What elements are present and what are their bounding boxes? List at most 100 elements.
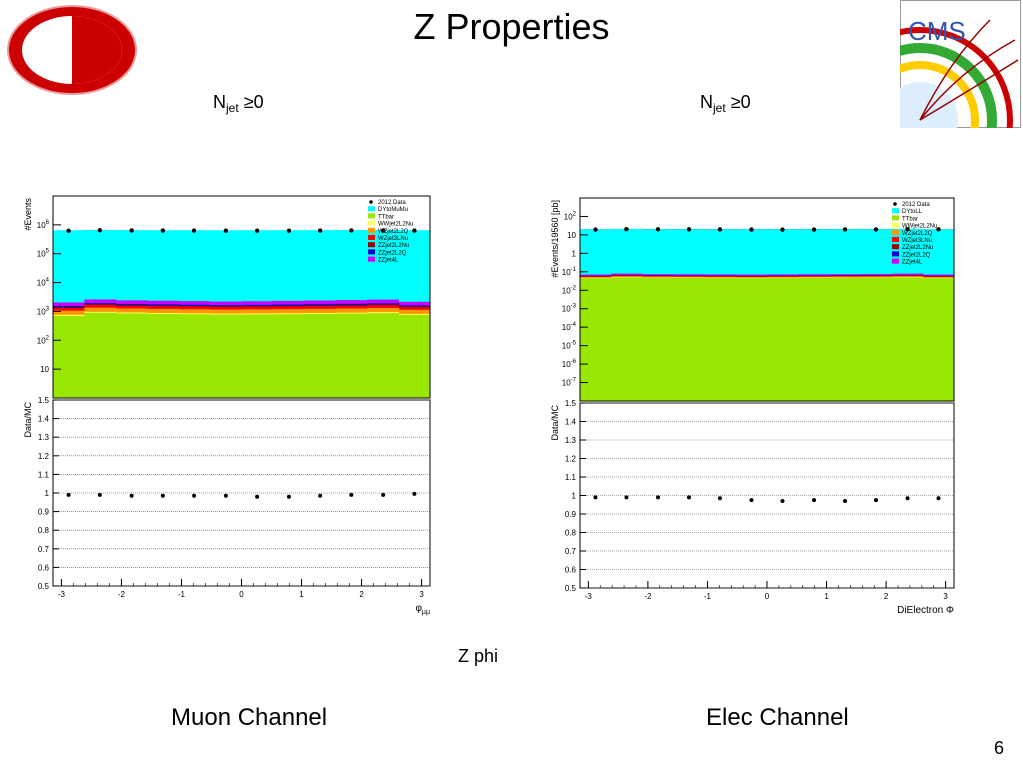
cms-logo-text: CMS [908, 16, 966, 46]
y-tick-label: 106 [37, 220, 50, 230]
cms-logo: CMS [827, 0, 1021, 213]
data-point [593, 227, 598, 232]
bar-ttbar [241, 314, 274, 398]
x-tick-label: -2 [644, 592, 652, 601]
legend-swatch [892, 258, 899, 264]
main-panel-border [579, 197, 955, 402]
ratio-y-tick-label: 1.1 [565, 473, 577, 482]
ratio-point [412, 491, 417, 496]
bar-ttbar [53, 315, 85, 398]
electron-caption: Elec Channel [706, 704, 849, 731]
left-njet-label: Njet ≥0 [213, 92, 264, 115]
legend-entry: DYtoMuMu [378, 207, 408, 213]
legend-swatch [892, 208, 899, 214]
x-tick-label: -2 [118, 590, 126, 599]
bar-ttbar [84, 312, 117, 398]
ratio-point [749, 498, 754, 503]
legend-entry: WWjet2L2Nu [378, 222, 413, 228]
ratio-point [255, 494, 260, 499]
data-point [717, 227, 723, 232]
ratio-point [192, 493, 197, 498]
data-point [66, 228, 71, 234]
bar-ttbar [767, 278, 799, 401]
ratio-y-tick-label: 0.6 [565, 566, 577, 575]
x-tick-label: -3 [58, 590, 66, 599]
ratio-point [318, 493, 323, 498]
data-point [349, 228, 354, 233]
legend-entry: ZZjet2L2Nu [902, 245, 933, 251]
bar-ttbar [304, 313, 337, 398]
legend-swatch [368, 256, 375, 262]
data-point [686, 227, 692, 232]
data-point [191, 228, 197, 233]
x-axis-label: DiElectron Φ [897, 605, 954, 616]
data-point [317, 228, 323, 233]
ratio-point [160, 493, 165, 498]
data-point [873, 227, 879, 232]
legend-swatch [892, 251, 899, 257]
ratio-point [873, 498, 878, 503]
slide-subtitle: Z phi [458, 646, 499, 666]
y-axis-label: #Events [23, 198, 33, 231]
bar-ttbar [922, 278, 955, 401]
legend-entry: ZZjet2L2Q [378, 250, 407, 256]
y-axis-label: #Events/19560 [pb] [550, 200, 560, 278]
bar-ttbar [115, 313, 148, 398]
bar-ttbar [210, 314, 242, 398]
legend-swatch [892, 237, 899, 242]
ratio-y-tick-label: 1.2 [38, 452, 50, 461]
data-point [749, 227, 754, 232]
ratio-y-tick-label: 1.2 [565, 455, 577, 464]
bar-ttbar [335, 313, 368, 398]
legend-entry: 2012 Data [378, 200, 406, 206]
legend-entry: 2012 Data [902, 202, 930, 208]
legend-entry: ZZjet2L2Q [902, 252, 931, 258]
data-point [160, 228, 166, 233]
y-tick-label: 10-7 [562, 378, 577, 388]
ratio-y-tick-label: 0.7 [565, 547, 577, 556]
y-tick-label: 1 [572, 249, 577, 258]
ratio-y-tick-label: 0.8 [38, 526, 50, 535]
legend-swatch [368, 242, 375, 248]
data-point [129, 228, 134, 233]
ratio-point [349, 492, 354, 497]
y-tick-label: 10-5 [562, 341, 577, 351]
bar-ttbar [891, 277, 924, 401]
legend-swatch [892, 222, 899, 228]
legend-swatch [892, 215, 899, 221]
ratio-point [843, 499, 848, 504]
bar-ttbar [704, 278, 737, 401]
data-point [780, 227, 785, 232]
x-tick-label: -1 [704, 592, 712, 601]
data-point [380, 228, 386, 233]
y-tick-label: 10 [567, 231, 576, 240]
legend-swatch [892, 244, 899, 250]
bar-ttbar [860, 277, 893, 401]
x-tick-label: -3 [585, 592, 593, 601]
ratio-point [686, 495, 691, 500]
x-tick-label: 1 [824, 592, 829, 601]
bar-ttbar [580, 278, 612, 401]
ratio-y-tick-label: 0.5 [565, 584, 577, 593]
y-tick-label: 10-6 [562, 359, 577, 369]
x-tick-label: 2 [359, 590, 364, 599]
ratio-y-tick-label: 1.5 [565, 399, 577, 408]
ratio-point [66, 492, 71, 497]
ratio-y-tick-label: 0.9 [565, 510, 577, 519]
legend-entry: ZZjet2L2Nu [378, 243, 409, 249]
legend-swatch [368, 235, 375, 240]
ratio-point [223, 493, 228, 498]
muon-chart: 10 102 103 104 105 106 #Events 2012 Data DYtoMuM… [8, 190, 438, 620]
bar-ttbar [147, 313, 180, 398]
data-point [655, 227, 661, 232]
legend-swatch [368, 206, 375, 212]
ratio-point [624, 495, 629, 500]
ratio-y-tick-label: 1 [45, 489, 50, 498]
right-njet-label: Njet ≥0 [700, 92, 751, 115]
ratio-y-tick-label: 1.5 [38, 396, 50, 405]
legend-entry: ZZjet4L [378, 258, 399, 264]
ratio-point [905, 496, 910, 501]
legend-marker [893, 202, 897, 206]
y-tick-label: 105 [37, 249, 50, 259]
ratio-point [286, 494, 291, 499]
